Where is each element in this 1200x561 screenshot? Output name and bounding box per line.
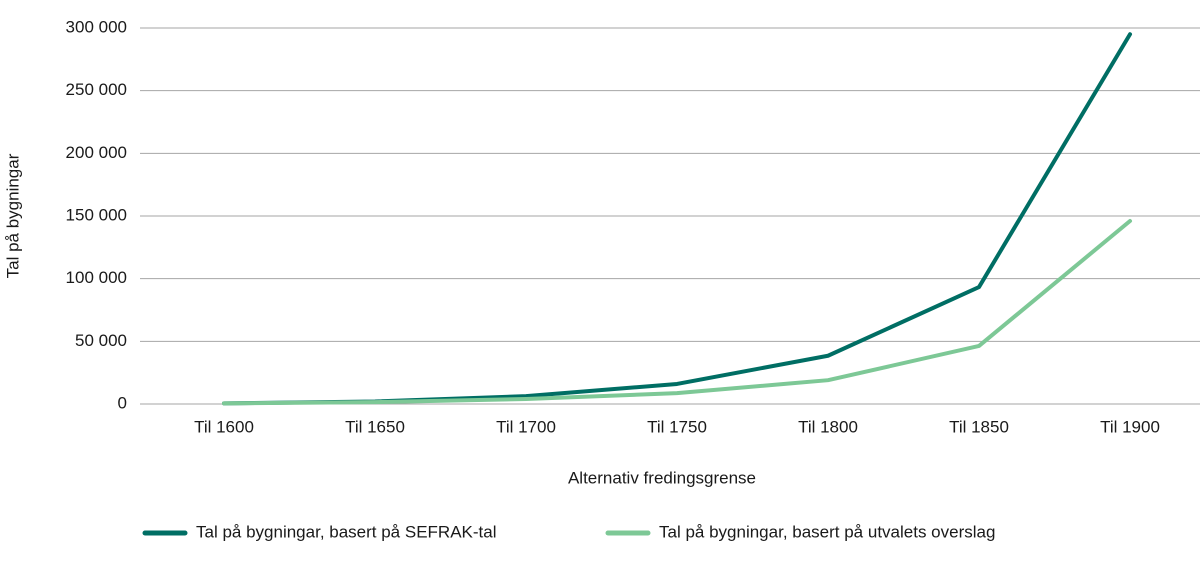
x-tick-label: Til 1750 bbox=[647, 417, 707, 436]
x-tick-label: Til 1700 bbox=[496, 417, 556, 436]
y-tick-label: 0 bbox=[118, 393, 127, 412]
x-axis-title: Alternativ fredingsgrense bbox=[568, 468, 756, 487]
y-axis-title: Tal på bygningar bbox=[3, 153, 22, 278]
x-tick-label: Til 1600 bbox=[194, 417, 254, 436]
data-line bbox=[222, 32, 1132, 406]
y-tick-label: 100 000 bbox=[66, 268, 127, 287]
x-tick-label: Til 1850 bbox=[949, 417, 1009, 436]
legend-label: Tal på bygningar, basert på utvalets ove… bbox=[659, 522, 995, 541]
y-tick-label: 150 000 bbox=[66, 205, 127, 224]
y-tick-label: 300 000 bbox=[66, 17, 127, 36]
y-tick-label: 200 000 bbox=[66, 143, 127, 162]
y-tick-label: 250 000 bbox=[66, 80, 127, 99]
x-tick-label: Til 1900 bbox=[1100, 417, 1160, 436]
x-tick-label: Til 1650 bbox=[345, 417, 405, 436]
y-tick-label: 50 000 bbox=[75, 331, 127, 350]
legend-label: Tal på bygningar, basert på SEFRAK-tal bbox=[196, 522, 497, 541]
x-tick-label: Til 1800 bbox=[798, 417, 858, 436]
data-line bbox=[222, 219, 1132, 406]
